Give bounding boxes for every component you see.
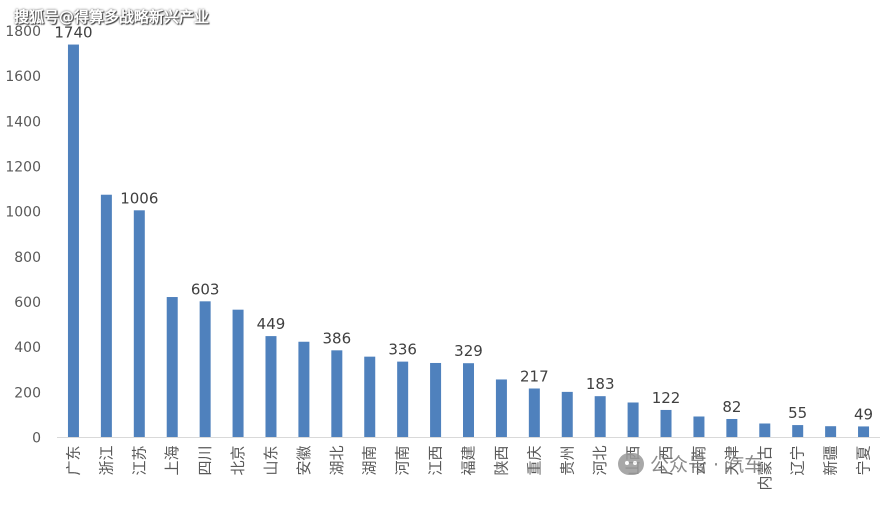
- bar: [726, 418, 738, 438]
- bar: [331, 350, 343, 438]
- bar: [660, 409, 672, 438]
- x-tick-label: 新疆: [822, 446, 840, 476]
- bar: [397, 361, 409, 438]
- x-tick-label: 浙江: [97, 446, 115, 476]
- bar: [232, 309, 244, 438]
- bar: [792, 425, 804, 438]
- bar: [759, 423, 771, 438]
- x-tick-label: 宁夏: [855, 446, 873, 476]
- bar: [627, 402, 639, 438]
- data-label: 55: [788, 404, 807, 422]
- y-tick-label: 1000: [5, 205, 41, 221]
- bar: [495, 379, 507, 438]
- x-tick-label: 福建: [460, 446, 478, 476]
- data-label: 82: [722, 398, 741, 416]
- data-label: 386: [322, 329, 351, 347]
- y-tick-label: 1400: [5, 114, 41, 130]
- x-tick-label: 贵州: [558, 446, 576, 476]
- x-axis: 广东浙江江苏上海四川北京山东安徽湖北湖南河南江西福建陕西重庆贵州河北山西广西云南…: [57, 437, 880, 491]
- bar: [528, 388, 540, 438]
- bar: [364, 356, 376, 438]
- x-tick-label: 重庆: [525, 446, 543, 476]
- watermark-text: 搜狐号@得算多战略新兴产业: [14, 8, 210, 26]
- bar: [594, 396, 606, 438]
- y-tick-label: 1800: [5, 24, 41, 40]
- x-tick-label: 天津: [723, 446, 741, 476]
- bar: [298, 341, 310, 438]
- y-axis: 0 200 400 600 800 1000 1200 1400 1600 1800: [5, 24, 41, 447]
- x-tick-label: 江苏: [130, 446, 148, 476]
- bars: [67, 44, 870, 438]
- bar: [199, 301, 211, 438]
- bar: [430, 362, 442, 438]
- bar: [166, 297, 178, 438]
- data-label: 217: [520, 367, 549, 385]
- data-label: 329: [454, 342, 483, 360]
- bar: [265, 336, 277, 438]
- x-tick-label: 河北: [591, 446, 609, 476]
- x-tick-label: 江西: [427, 446, 445, 476]
- bar: [463, 363, 474, 438]
- x-tick-label: 安徽: [295, 446, 313, 476]
- x-tick-label: 辽宁: [789, 446, 807, 476]
- data-label: 1740: [54, 24, 92, 42]
- y-tick-label: 200: [14, 385, 41, 401]
- data-label: 336: [388, 341, 417, 359]
- x-tick-label: 广东: [64, 446, 82, 476]
- x-tick-label: 陕西: [492, 446, 510, 476]
- x-tick-label: 广西: [657, 446, 675, 476]
- data-label: 122: [652, 389, 681, 407]
- x-tick-label: 云南: [690, 446, 708, 476]
- y-tick-label: 800: [14, 250, 41, 266]
- bar: [693, 416, 705, 438]
- x-tick-label: 北京: [229, 446, 247, 476]
- data-labels: 1740 1006 603 449 386 336 329 217 183 122 82 55 49: [54, 24, 873, 424]
- y-tick-label: 1200: [5, 160, 41, 176]
- bar: [561, 391, 573, 438]
- y-tick-label: 600: [14, 295, 41, 311]
- data-label: 603: [191, 280, 220, 298]
- bar: [67, 44, 79, 438]
- wechat-icon: [618, 452, 644, 475]
- x-tick-label: 内蒙古: [756, 446, 774, 491]
- bar: [825, 426, 837, 438]
- x-tick-label: 上海: [163, 446, 181, 476]
- x-tick-label: 山东: [262, 446, 280, 476]
- y-tick-label: 400: [14, 340, 41, 356]
- bar: [133, 210, 145, 438]
- x-tick-label: 湖北: [328, 446, 346, 476]
- wechat-watermark: 公众号 · 汽车: [618, 450, 763, 477]
- data-label: 49: [854, 405, 873, 423]
- x-tick-label: 四川: [196, 446, 214, 476]
- data-label: 449: [257, 315, 286, 333]
- bar: [858, 426, 870, 438]
- y-tick-label: 1600: [5, 69, 41, 85]
- x-tick-label: 河南: [394, 446, 412, 476]
- data-label: 183: [586, 375, 615, 393]
- bar: [100, 194, 112, 438]
- wechat-watermark-text: 公众号 · 汽车: [650, 454, 764, 476]
- x-tick-label: 湖南: [361, 446, 379, 476]
- y-tick-label: 0: [32, 431, 41, 447]
- data-label: 1006: [120, 189, 158, 207]
